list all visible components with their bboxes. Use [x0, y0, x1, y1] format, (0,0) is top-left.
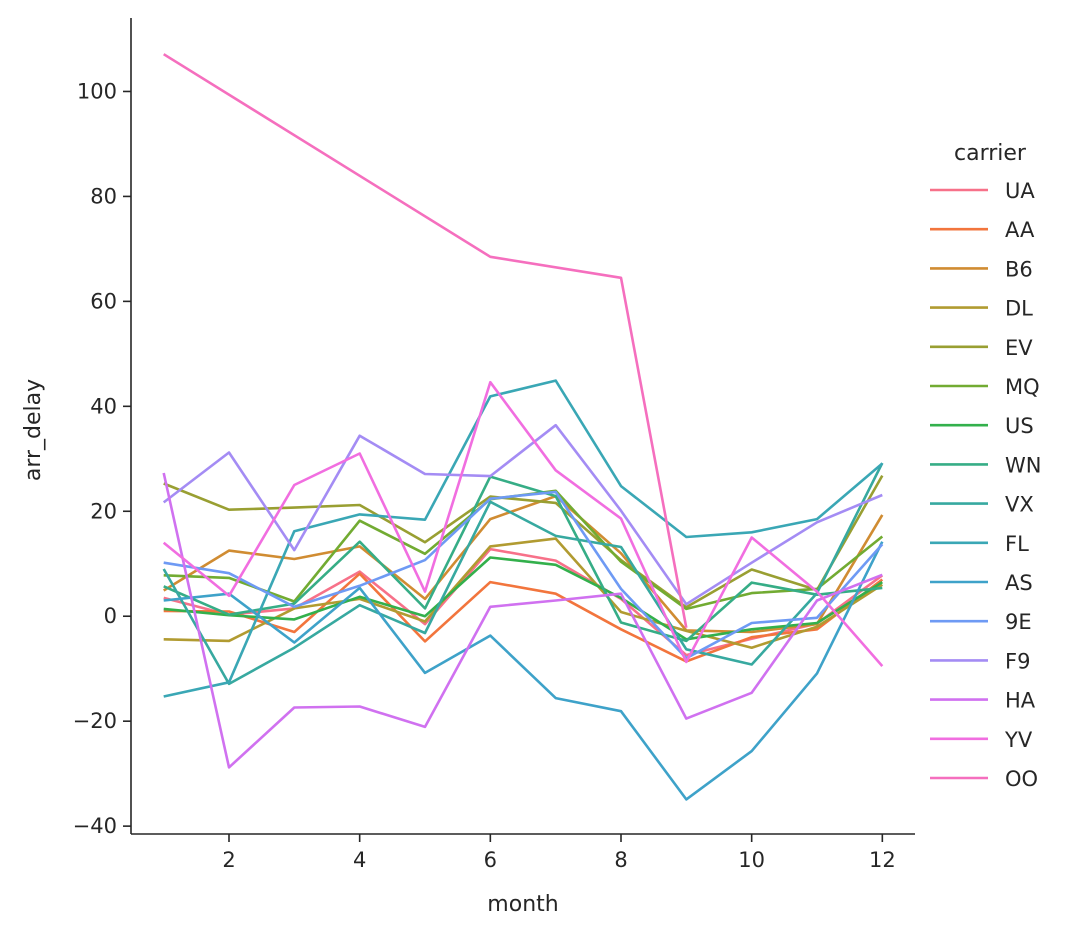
legend-label-mq: MQ [1005, 375, 1040, 399]
y-tick-label: 0 [104, 604, 117, 628]
x-tick-label: 12 [869, 848, 896, 872]
x-axis-label: month [487, 892, 558, 917]
legend-label-dl: DL [1005, 297, 1033, 321]
series-line-wn [163, 475, 883, 643]
series-line-ev [163, 474, 884, 609]
legend-label-fl: FL [1005, 532, 1029, 556]
legend: carrier UA AA B6 DL EV MQ US WN VX FL AS 9E F9 HA YV OO [930, 141, 1041, 791]
series-line-aa [163, 572, 884, 663]
legend-label-9e: 9E [1005, 610, 1032, 634]
series-line-as [163, 541, 884, 801]
legend-label-ha: HA [1005, 689, 1036, 713]
y-ticks: −40 −20 0 20 40 60 80 100 [73, 79, 131, 838]
x-ticks: 2 4 6 8 10 12 [222, 834, 896, 872]
legend-label-f9: F9 [1005, 649, 1030, 673]
legend-label-b6: B6 [1005, 257, 1033, 281]
legend-label-vx: VX [1005, 493, 1034, 517]
x-tick-label: 6 [484, 848, 497, 872]
series-line-dl [163, 537, 884, 650]
legend-label-ua: UA [1005, 179, 1035, 203]
y-tick-label: 60 [90, 289, 117, 313]
legend-label-oo: OO [1005, 767, 1038, 791]
x-tick-label: 10 [738, 848, 765, 872]
series-line-9e [163, 490, 884, 660]
y-tick-label: −20 [73, 709, 117, 733]
series-lines [162, 53, 884, 801]
series-line-us [163, 556, 883, 641]
legend-label-aa: AA [1005, 218, 1035, 242]
legend-title: carrier [954, 141, 1027, 166]
y-tick-label: −40 [73, 814, 117, 838]
series-line-fl [163, 379, 884, 698]
y-axis-label: arr_delay [21, 379, 46, 481]
y-tick-label: 40 [90, 394, 117, 418]
y-tick-label: 100 [77, 79, 117, 103]
x-tick-label: 2 [222, 848, 235, 872]
y-tick-label: 80 [90, 184, 117, 208]
legend-label-us: US [1005, 414, 1034, 438]
legend-label-as: AS [1005, 571, 1033, 595]
x-tick-label: 8 [614, 848, 627, 872]
series-line-f9 [162, 423, 883, 606]
series-line-oo [163, 53, 688, 629]
series-line-ha [162, 472, 883, 769]
legend-label-yv: YV [1004, 728, 1033, 752]
legend-label-wn: WN [1005, 453, 1041, 477]
series-line-yv [162, 380, 884, 667]
y-tick-label: 20 [90, 499, 117, 523]
series-line-vx [162, 462, 884, 686]
x-tick-label: 4 [353, 848, 366, 872]
legend-label-ev: EV [1005, 336, 1033, 360]
